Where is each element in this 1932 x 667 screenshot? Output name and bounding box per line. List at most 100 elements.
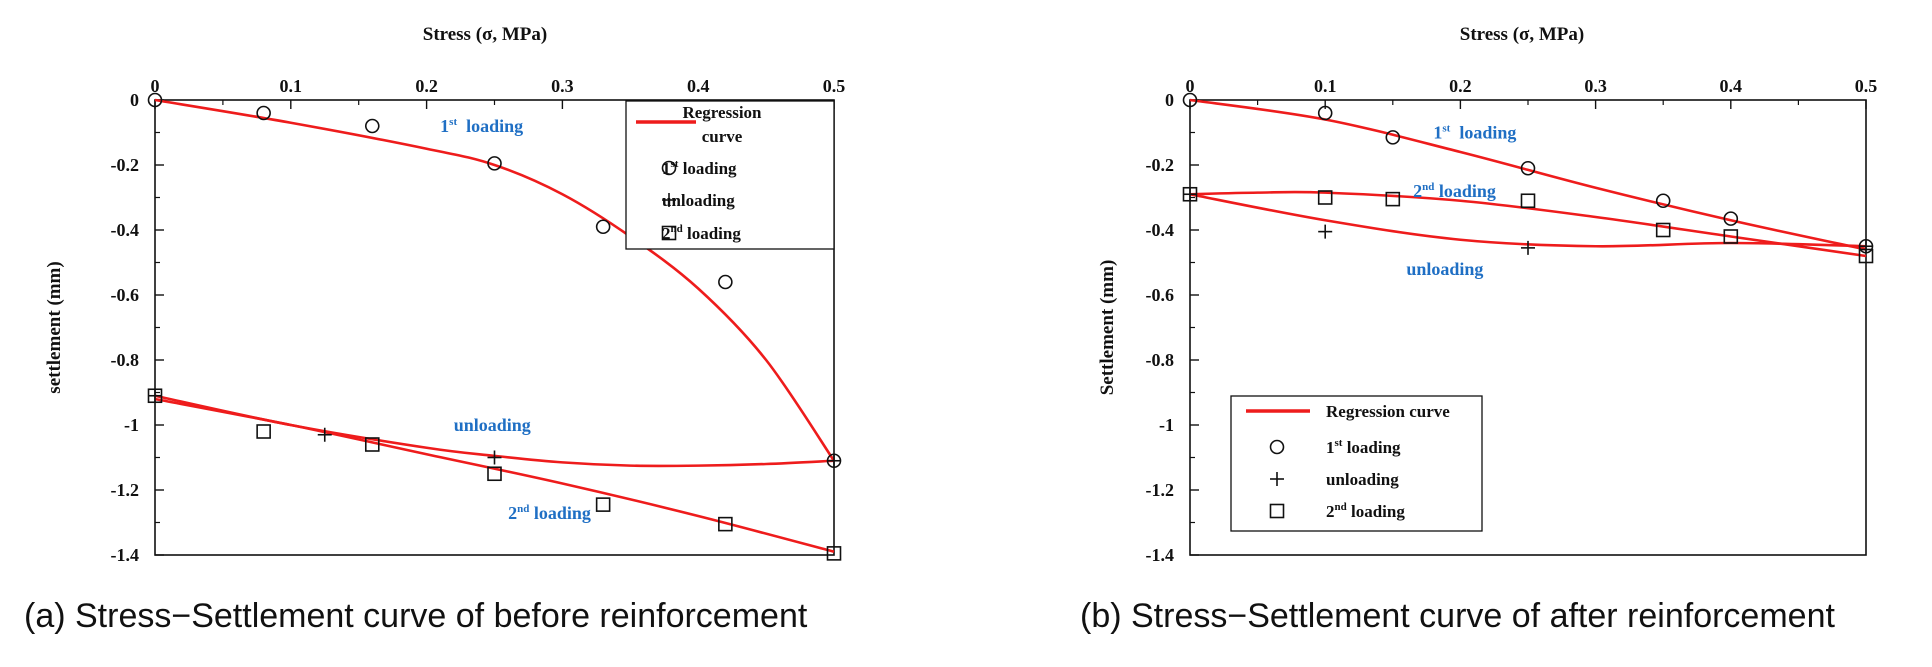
legend-label-regression: curve bbox=[702, 127, 743, 146]
legend-label-sup: nd bbox=[1335, 501, 1347, 513]
x-axis-title: Stress (σ, MPa) bbox=[1460, 24, 1584, 45]
legend: Regression curve 1st loading unloading 2nd l… bbox=[625, 100, 835, 250]
y-tick-label: 0 bbox=[1165, 90, 1174, 110]
regression-curve-3 bbox=[154, 397, 835, 554]
legend-label-base: 2 bbox=[1326, 502, 1335, 521]
x-tick-label: 0 bbox=[151, 76, 160, 96]
x-tick-label: 0.3 bbox=[1584, 76, 1607, 96]
regression-curve-1 bbox=[1189, 98, 1867, 251]
1st-loading-point bbox=[1723, 211, 1739, 226]
2nd-loading-point bbox=[1182, 186, 1198, 202]
legend-label-rest: loading bbox=[1347, 502, 1406, 521]
legend-plus-marker bbox=[662, 193, 676, 207]
legend-box bbox=[1230, 395, 1483, 532]
legend-label-regression: Regression bbox=[682, 103, 762, 122]
2nd-loading-point bbox=[826, 546, 842, 561]
regression-curve-1 bbox=[154, 98, 836, 462]
legend-square-marker bbox=[661, 225, 677, 241]
legend-circle-marker bbox=[661, 160, 677, 176]
annotation-label-sup: st bbox=[449, 116, 457, 128]
annotation-label: 2nd loading bbox=[508, 503, 591, 523]
annotation-label-base: unloading bbox=[1406, 259, 1483, 279]
y-tick-label: -0.6 bbox=[111, 285, 140, 305]
1st-loading-point bbox=[487, 156, 502, 171]
2nd-loading-point bbox=[1520, 193, 1536, 209]
unloading-point bbox=[1318, 224, 1333, 239]
2nd-loading-point bbox=[1385, 191, 1401, 207]
y-tick-label: -0.2 bbox=[1146, 155, 1175, 175]
y-tick-label: -1.4 bbox=[111, 545, 140, 565]
1st-loading-point bbox=[1317, 105, 1333, 121]
2nd-loading-point bbox=[256, 424, 271, 439]
x-tick-label: 0.2 bbox=[1449, 76, 1472, 96]
annotation-label: 1st loading bbox=[1433, 123, 1516, 143]
y-tick-label: -0.6 bbox=[1146, 285, 1175, 305]
1st-loading-point bbox=[718, 274, 733, 290]
legend-label: 2nd loading bbox=[1326, 501, 1405, 521]
panel-b: 0 0.1 0.2 0.3 0.4 0.5 0 -0.2 -0.4 -0.6 -0.8 -1 -1.2 -… bbox=[1097, 24, 1877, 565]
y-tick-label: -1.2 bbox=[111, 480, 140, 500]
legend-label-base: 1 bbox=[1326, 438, 1335, 457]
y-axis-title: settlement (mm) bbox=[44, 261, 65, 393]
2nd-loading-point bbox=[487, 466, 502, 482]
1st-loading-point bbox=[256, 105, 271, 121]
annotation-label-base: 1 bbox=[440, 116, 449, 136]
legend-label-base: unloading bbox=[1326, 470, 1399, 489]
regression-curve-2 bbox=[1189, 192, 1867, 248]
legend-label-rest: loading bbox=[683, 224, 742, 243]
legend-label-base: 1 bbox=[662, 159, 671, 178]
x-tick-label: 0.5 bbox=[1855, 76, 1878, 96]
y-tick-label: 0 bbox=[130, 90, 139, 110]
annotation-label: 2nd loading bbox=[1413, 181, 1496, 201]
y-axis-title: Settlement (mm) bbox=[1097, 260, 1118, 396]
y-tick-label: -1 bbox=[1159, 415, 1174, 435]
legend-label: 1st loading bbox=[1326, 437, 1401, 457]
2nd-loading-point bbox=[1655, 222, 1671, 238]
y-tick-label: -0.4 bbox=[1146, 220, 1175, 240]
legend-plus-marker bbox=[1270, 472, 1284, 486]
2nd-loading-point bbox=[1317, 190, 1333, 205]
y-tick-label: -0.8 bbox=[111, 350, 140, 370]
annotation-label: unloading bbox=[1406, 259, 1483, 279]
annotation-label-base: unloading bbox=[454, 415, 531, 435]
legend-label-regression: Regression curve bbox=[1326, 402, 1450, 421]
annotation-label-sup: nd bbox=[1422, 181, 1434, 193]
y-tick-label: -0.8 bbox=[1146, 350, 1175, 370]
y-tick-label: -0.4 bbox=[111, 220, 140, 240]
annotation-label-base: 2 bbox=[508, 503, 517, 523]
panel-a: 0 0.1 0.2 0.3 0.4 0.5 0 -0.2 -0.4 -0.6 -0.8 -1 -1.2 -… bbox=[44, 24, 845, 565]
y-tick-label: -1.4 bbox=[1146, 545, 1175, 565]
annotation-label-rest: loading bbox=[1450, 123, 1516, 143]
1st-loading-point bbox=[1520, 160, 1536, 176]
y-tick-label: -1 bbox=[124, 415, 139, 435]
legend-label-rest: loading bbox=[678, 159, 737, 178]
x-axis-title: Stress (σ, MPa) bbox=[423, 24, 547, 45]
x-tick-label: 0.4 bbox=[1720, 76, 1743, 96]
legend-label: 2nd loading bbox=[662, 223, 741, 243]
unloading-point bbox=[317, 427, 332, 442]
1st-loading-point bbox=[364, 118, 380, 134]
caption-b: (b) Stress−Settlement curve of after rei… bbox=[1080, 597, 1835, 635]
annotation-label-base: 1 bbox=[1433, 123, 1442, 143]
unloading-point bbox=[827, 453, 841, 468]
legend-circle-marker bbox=[1269, 439, 1285, 455]
x-tick-label: 0.1 bbox=[280, 76, 303, 96]
legend-label: unloading bbox=[662, 191, 735, 210]
legend-square-marker bbox=[1269, 503, 1285, 519]
legend-label-sup: st bbox=[1335, 437, 1343, 449]
annotation-label-base: 2 bbox=[1413, 181, 1422, 201]
legend: Regression curve 1st loading unloading 2nd … bbox=[1230, 395, 1483, 532]
x-tick-label: 0.1 bbox=[1314, 76, 1337, 96]
regression-curve-3 bbox=[1189, 190, 1867, 258]
x-tick-label: 0.5 bbox=[823, 76, 846, 96]
2nd-loading-point bbox=[364, 437, 380, 452]
caption-a: (a) Stress−Settlement curve of before re… bbox=[24, 597, 808, 635]
legend-label-sup: nd bbox=[671, 223, 683, 235]
x-tick-label: 0 bbox=[1186, 76, 1195, 96]
legend-label: 1st loading bbox=[662, 158, 737, 178]
unloading-point bbox=[148, 388, 162, 403]
2nd-loading-point bbox=[718, 516, 733, 532]
x-tick-label: 0.2 bbox=[415, 76, 438, 96]
2nd-loading-point bbox=[1723, 229, 1739, 244]
